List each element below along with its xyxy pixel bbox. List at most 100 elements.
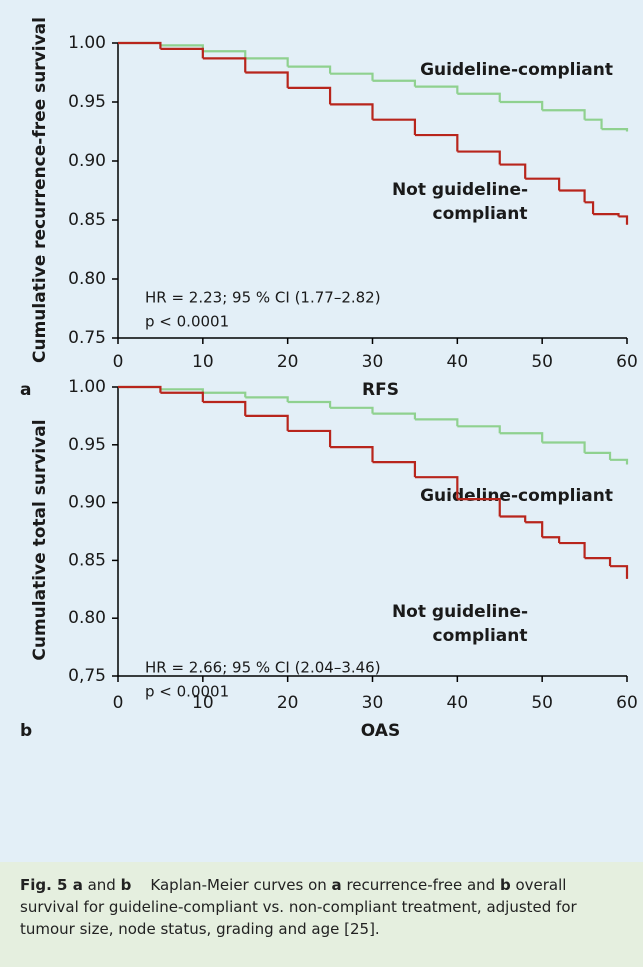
x-tick-label: 10: [192, 352, 214, 372]
x-tick-label: 10: [192, 693, 214, 713]
y-tick-label: 0.75: [68, 328, 106, 348]
caption: Fig. 5 a and b Kaplan-Meier curves on a …: [0, 862, 643, 967]
survival-curve-step: [245, 71, 289, 88]
caption-run: and: [82, 876, 121, 894]
x-tick-label: 40: [447, 693, 469, 713]
survival-curve-step: [610, 565, 629, 579]
x-tick-label: 0: [113, 352, 124, 372]
survival-curve-step: [202, 57, 247, 73]
survival-curve-step: [601, 128, 629, 132]
x-tick-label: 50: [531, 352, 553, 372]
survival-curve-step: [160, 388, 204, 393]
survival-curve-step: [542, 536, 561, 544]
panel-label: a: [20, 380, 31, 400]
series-label: Not guideline-compliant: [392, 180, 528, 224]
survival-curve-step: [610, 458, 629, 465]
survival-curve-step: [542, 441, 586, 453]
annotation: HR = 2.23; 95 % CI (1.77–2.82): [145, 289, 381, 307]
y-axis-title: Cumulative total survival: [30, 419, 50, 660]
y-tick-label: 0.85: [68, 550, 106, 570]
series-label: Guideline-compliant: [420, 486, 613, 506]
survival-curve-step: [160, 47, 204, 59]
survival-curve-step: [330, 72, 374, 81]
x-axis-title: RFS: [362, 380, 399, 400]
survival-curve-step: [202, 50, 247, 59]
series-label: Guideline-compliant: [420, 60, 613, 80]
series-label-line: Not guideline-: [392, 602, 528, 622]
y-tick-label: 0.95: [68, 92, 106, 112]
survival-curve-step: [584, 201, 595, 215]
survival-curve-step: [559, 189, 586, 203]
survival-curve-step: [372, 412, 417, 420]
survival-curve-step: [287, 86, 332, 105]
x-tick-label: 20: [277, 352, 299, 372]
series-label-line: compliant: [433, 626, 528, 646]
survival-curve-step: [584, 118, 603, 130]
survival-curve-step: [330, 406, 374, 414]
survival-curve-step: [584, 451, 612, 460]
y-tick-label: 0.90: [68, 151, 106, 171]
survival-curve-step: [499, 163, 527, 179]
survival-curve-step: [499, 432, 544, 443]
y-axis-title: Cumulative recurrence-free survival: [30, 17, 50, 363]
survival-curve-step: [542, 109, 586, 120]
x-tick-label: 40: [447, 352, 469, 372]
survival-curve-step: [414, 133, 459, 152]
x-tick-label: 60: [616, 352, 638, 372]
survival-curve-step: [372, 79, 417, 87]
survival-curve-step: [330, 446, 374, 463]
survival-curve-step: [559, 541, 586, 559]
x-tick-label: 60: [616, 693, 638, 713]
annotation: HR = 2.66; 95 % CI (2.04–3.46): [145, 659, 381, 677]
survival-curve-step: [414, 418, 459, 427]
survival-curve-step: [372, 461, 417, 478]
x-axis-title: OAS: [361, 721, 400, 741]
survival-curve-step: [118, 41, 162, 49]
survival-curve-step: [245, 396, 289, 403]
y-tick-label: 0.80: [68, 269, 106, 289]
survival-curve-step: [287, 429, 332, 448]
panel-label: b: [20, 721, 32, 741]
survival-curve-step: [245, 57, 289, 67]
x-tick-label: 20: [277, 693, 299, 713]
x-tick-label: 50: [531, 693, 553, 713]
series-label-line: compliant: [433, 204, 528, 224]
y-tick-label: 0.80: [68, 608, 106, 628]
survival-curve-step: [202, 391, 247, 398]
y-tick-label: 0.95: [68, 435, 106, 455]
survival-curve-step: [457, 425, 501, 434]
y-tick-label: 0,75: [68, 666, 106, 686]
survival-curve-step: [525, 521, 544, 538]
x-tick-label: 30: [362, 693, 384, 713]
caption-run: a: [331, 876, 342, 894]
survival-curve-step: [618, 215, 629, 225]
survival-curve-step: [499, 515, 527, 523]
survival-curve-step: [457, 92, 501, 102]
caption-run: Kaplan-Meier curves on: [131, 876, 332, 894]
caption-run: b: [499, 876, 511, 894]
y-tick-label: 0.85: [68, 210, 106, 230]
annotation: p < 0.0001: [145, 683, 229, 701]
series-label: Not guideline-compliant: [392, 602, 528, 646]
annotation: p < 0.0001: [145, 313, 229, 331]
x-tick-label: 30: [362, 352, 384, 372]
series-label-line: Not guideline-: [392, 180, 528, 200]
survival-curve-step: [584, 556, 612, 567]
y-tick-label: 1.00: [68, 33, 106, 53]
survival-curve-step: [202, 400, 247, 416]
x-tick-label: 0: [113, 693, 124, 713]
survival-curve-step: [457, 498, 501, 517]
survival-curve-step: [160, 391, 204, 403]
survival-curve-step: [245, 414, 289, 431]
caption-run: b: [120, 876, 132, 894]
caption-run: overall survival for guideline-compliant…: [20, 876, 582, 938]
survival-curve-step: [499, 100, 544, 111]
caption-run: recurrence-free and: [341, 876, 500, 894]
survival-curve-step: [118, 385, 162, 393]
survival-curve-step: [414, 476, 459, 500]
figure: 0.75 0.80 0.85 0.90 0.95 1.00 0 10 20 30 40 50 60 Cum…: [0, 0, 643, 862]
survival-curve-step: [457, 150, 501, 165]
caption-run: Fig. 5 a: [20, 876, 83, 894]
y-tick-label: 0.90: [68, 493, 106, 513]
